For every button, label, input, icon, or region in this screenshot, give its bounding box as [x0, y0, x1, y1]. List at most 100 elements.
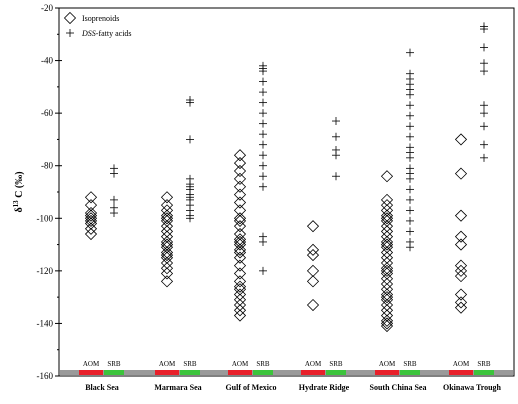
isoprenoid-point	[454, 133, 468, 146]
isoprenoid-point	[454, 301, 468, 314]
dss-fatty-acid-point	[186, 135, 194, 144]
isoprenoid-point	[454, 209, 468, 222]
aom-label: AOM	[305, 360, 322, 368]
y-tick-label: -140	[37, 318, 54, 328]
isoprenoid-point	[233, 157, 247, 170]
dss-fatty-acid-point	[259, 88, 267, 97]
y-tick-label: -60	[41, 108, 53, 118]
isoprenoid-point	[160, 212, 174, 225]
dss-fatty-acid-point	[259, 67, 267, 76]
y-tick-label: -80	[41, 161, 53, 171]
isoprenoid-point	[233, 309, 247, 322]
dss-fatty-acid-point	[259, 237, 267, 246]
dss-fatty-acid-point	[480, 67, 488, 76]
isoprenoid-point	[233, 220, 247, 233]
isoprenoid-point	[306, 298, 320, 312]
isoprenoid-point	[84, 191, 98, 204]
category-label: Hydrate Ridge	[299, 383, 350, 392]
isoprenoid-point	[454, 167, 468, 180]
dss-fatty-acid-point	[406, 216, 414, 225]
points-layer	[84, 22, 488, 333]
label-layer: δ13 C (‰) AOM SRB Black Sea AOM SRB Marmara Se…	[12, 171, 502, 392]
aom-strip	[228, 370, 252, 375]
isoprenoid-point	[380, 317, 394, 330]
dss-fatty-acid-point	[110, 195, 118, 204]
srb-label: SRB	[403, 360, 417, 368]
isoprenoid-point	[233, 188, 247, 201]
dss-fatty-acid-point	[186, 182, 194, 191]
dss-fatty-acid-point	[480, 101, 488, 110]
legend-dss-rest: -fatty acids	[96, 29, 132, 38]
srb-label: SRB	[256, 360, 270, 368]
strip-layer	[60, 370, 513, 375]
isoprenoid-point	[454, 230, 468, 243]
y-tick-label: -120	[37, 266, 54, 276]
dss-fatty-acid-point	[332, 151, 340, 160]
isoprenoid-point	[233, 267, 247, 280]
dss-fatty-acid-point	[406, 227, 414, 236]
dss-fatty-acid-point	[259, 172, 267, 181]
isoprenoid-point	[233, 172, 247, 185]
isoprenoid-point	[380, 212, 394, 225]
y-tick-label: -40	[41, 56, 53, 66]
category-label: Okinawa Trough	[443, 383, 502, 392]
dss-fatty-acid-point	[259, 161, 267, 170]
dss-fatty-acid-point	[186, 214, 194, 223]
isoprenoid-point	[233, 214, 247, 227]
category-label: Gulf of Mexico	[225, 383, 276, 392]
isoprenoid-point	[233, 204, 247, 217]
isoprenoid-point	[454, 288, 468, 301]
isoprenoid-point	[233, 212, 247, 225]
y-tick-label: -100	[37, 213, 54, 223]
dss-fatty-acid-point	[186, 98, 194, 107]
isoprenoid-point	[233, 180, 247, 193]
dss-fatty-acid-point	[480, 109, 488, 118]
srb-label: SRB	[329, 360, 343, 368]
dss-fatty-acid-point	[332, 172, 340, 181]
dss-fatty-acid-point	[480, 122, 488, 131]
aom-strip	[375, 370, 399, 375]
y-label-rest: C (‰)	[14, 171, 25, 200]
legend: Isoprenoids DSS-fatty acids	[63, 11, 132, 38]
isoprenoid-point	[84, 209, 98, 222]
dss-fatty-acid-point	[259, 151, 267, 160]
isoprenoid-point	[306, 249, 320, 262]
category-label: Marmara Sea	[154, 383, 201, 392]
dss-fatty-acid-point	[259, 266, 267, 275]
aom-label: AOM	[453, 360, 470, 368]
isoprenoid-point	[160, 267, 174, 280]
isoprenoid-point	[84, 227, 98, 241]
isoprenoid-point	[233, 233, 247, 246]
dss-fatty-acid-point	[406, 101, 414, 110]
y-label-delta: δ	[14, 207, 25, 212]
isoprenoid-point	[380, 170, 394, 183]
legend-marker-dss	[66, 29, 74, 37]
dss-fatty-acid-point	[259, 77, 267, 86]
aom-strip	[301, 370, 325, 375]
srb-strip	[326, 370, 346, 375]
dss-fatty-acid-point	[259, 130, 267, 139]
isoprenoid-point	[233, 196, 247, 209]
dss-fatty-acid-point	[406, 185, 414, 194]
dss-fatty-acid-point	[480, 25, 488, 34]
aom-label: AOM	[159, 360, 176, 368]
srb-strip	[180, 370, 200, 375]
isoprenoid-point	[233, 304, 247, 317]
isoprenoid-point	[233, 238, 247, 251]
dss-fatty-acid-point	[406, 148, 414, 157]
isoprenoid-point	[306, 264, 320, 277]
isoprenoid-point	[380, 238, 394, 251]
dss-fatty-acid-point	[480, 140, 488, 149]
dss-fatty-acid-point	[332, 132, 340, 141]
isoprenoid-point	[160, 191, 174, 204]
legend-dss-italic: DSS	[81, 29, 96, 38]
isoprenoid-point	[233, 259, 247, 272]
isoprenoid-point	[233, 246, 247, 259]
dss-fatty-acid-point	[259, 109, 267, 118]
dss-fatty-acid-point	[406, 111, 414, 120]
dss-fatty-acid-point	[186, 193, 194, 202]
isoprenoid-point	[306, 275, 320, 288]
isoprenoid-point	[380, 319, 394, 333]
aom-strip	[449, 370, 473, 375]
isoprenoid-point	[306, 220, 320, 233]
